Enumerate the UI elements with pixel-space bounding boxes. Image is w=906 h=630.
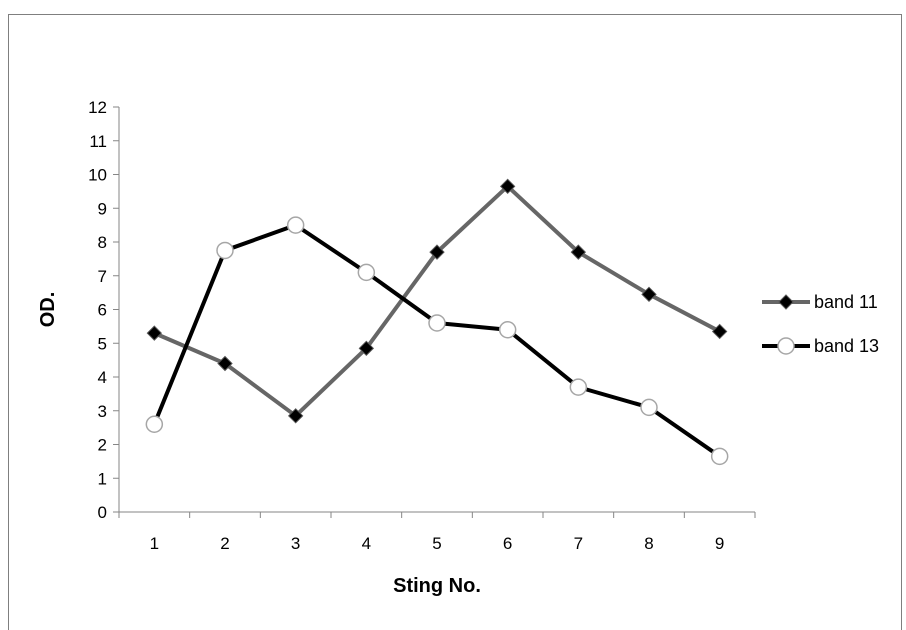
- legend-item-band-11: band 11: [762, 292, 878, 312]
- y-tick-label: 7: [98, 267, 107, 286]
- legend-item-band-13: band 13: [762, 336, 879, 356]
- data-point-band-11: [711, 323, 728, 340]
- x-tick-label: 2: [220, 534, 229, 553]
- data-point-band-11: [429, 244, 445, 260]
- y-tick-label: 9: [98, 199, 107, 218]
- data-point-band-13: [640, 398, 658, 417]
- x-tick-label: 7: [574, 534, 583, 553]
- series-layer: [145, 178, 729, 466]
- y-tick-label: 6: [98, 301, 107, 320]
- data-point-band-11: [146, 325, 163, 341]
- legend-marker-band-11: [778, 294, 794, 310]
- x-tick-label: 8: [644, 534, 653, 553]
- x-tick-label: 6: [503, 534, 512, 553]
- data-point-band-11: [217, 355, 233, 372]
- data-point-band-11: [570, 244, 587, 260]
- y-tick-label: 2: [98, 436, 107, 455]
- x-tick-label: 9: [715, 534, 724, 553]
- y-tick-label: 12: [88, 98, 107, 117]
- data-point-band-13: [216, 241, 234, 260]
- data-point-band-13: [569, 378, 588, 396]
- y-tick-label: 1: [98, 469, 107, 488]
- data-point-band-11: [358, 340, 375, 357]
- legend: band 11 band 13: [762, 292, 879, 356]
- y-tick-label: 11: [89, 132, 107, 151]
- data-point-band-11: [641, 286, 657, 303]
- data-point-band-13: [357, 263, 376, 282]
- x-tick-label: 5: [432, 534, 441, 553]
- y-tick-label: 10: [88, 166, 107, 185]
- data-point-band-11: [287, 408, 304, 424]
- chart-frame: [8, 14, 902, 630]
- series-band-13: [145, 216, 729, 466]
- series-band-11: [146, 178, 728, 424]
- y-tick-label: 5: [98, 334, 107, 353]
- y-tick-label: 3: [98, 402, 107, 421]
- data-point-band-13: [145, 415, 164, 433]
- y-axis-title: OD.: [37, 292, 59, 328]
- data-point-band-13: [428, 314, 446, 332]
- x-axis-title: Sting No.: [393, 575, 481, 597]
- series-line-band-11: [153, 184, 721, 418]
- x-tick-label: 3: [291, 534, 300, 553]
- data-point-band-13: [498, 321, 517, 339]
- x-tick-label: 1: [150, 534, 159, 553]
- legend-label-band-11: band 11: [814, 292, 878, 312]
- data-point-band-13: [286, 216, 305, 234]
- x-tick-label: 4: [362, 534, 371, 553]
- y-tick-label: 4: [98, 368, 107, 387]
- data-point-band-11: [499, 178, 516, 195]
- legend-marker-band-13: [777, 337, 795, 355]
- data-point-band-13: [710, 447, 729, 466]
- legend-label-band-13: band 13: [814, 336, 879, 356]
- y-tick-label: 8: [98, 233, 107, 252]
- y-tick-label: 0: [98, 503, 107, 522]
